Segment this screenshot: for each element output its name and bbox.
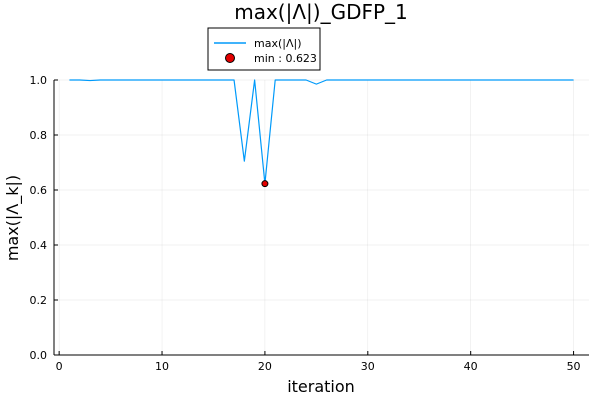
series-layer — [69, 79, 574, 185]
axes-layer — [53, 80, 589, 356]
y-tick-label: 0.0 — [30, 349, 48, 362]
legend: max(|Λ|) min : 0.623 — [207, 27, 321, 71]
y-tick-label: 0.4 — [30, 239, 48, 252]
legend-marker-swatch — [225, 53, 235, 63]
x-tick-label: 10 — [155, 360, 169, 373]
x-tick-label: 30 — [361, 360, 375, 373]
ticks-layer: 0 10 20 30 40 50 0.0 0.2 0.4 0.6 0.8 1.0 — [30, 74, 581, 373]
y-tick-label: 0.2 — [30, 294, 48, 307]
y-tick-label: 0.8 — [30, 129, 48, 142]
x-tick-label: 40 — [464, 360, 478, 373]
marker-layer — [261, 180, 269, 188]
legend-label-marker: min : 0.623 — [254, 52, 317, 65]
y-axis-label: max(|Λ_k|) — [3, 175, 23, 261]
y-tick-label: 0.6 — [30, 184, 48, 197]
x-tick-label: 50 — [567, 360, 581, 373]
chart-title: max(|Λ|)_GDFP_1 — [234, 0, 408, 24]
series-line — [69, 79, 574, 185]
x-tick-label: 20 — [258, 360, 272, 373]
y-tick-label: 1.0 — [30, 74, 48, 87]
legend-label-series: max(|Λ|) — [254, 37, 302, 50]
x-tick-label: 0 — [56, 360, 63, 373]
min-point-marker — [261, 180, 269, 188]
x-axis-label: iteration — [287, 377, 355, 396]
legend-box — [207, 27, 321, 71]
